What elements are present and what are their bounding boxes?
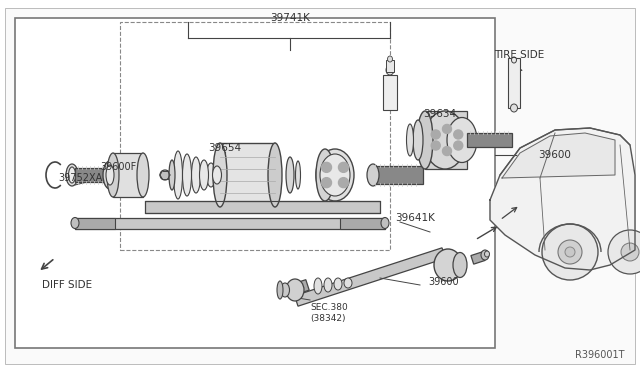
Ellipse shape: [387, 56, 392, 62]
Ellipse shape: [511, 104, 518, 112]
Ellipse shape: [406, 124, 413, 156]
Text: SEC.380: SEC.380: [310, 304, 348, 312]
Bar: [75, 168, 110, 182]
Circle shape: [431, 141, 440, 150]
Bar: [467, 133, 512, 147]
Ellipse shape: [160, 170, 170, 180]
Text: 39741K: 39741K: [270, 13, 310, 23]
Bar: [120, 22, 390, 250]
Circle shape: [558, 240, 582, 264]
Ellipse shape: [481, 250, 489, 260]
Polygon shape: [436, 257, 456, 273]
Polygon shape: [294, 248, 445, 306]
Ellipse shape: [334, 278, 342, 290]
Ellipse shape: [268, 143, 282, 207]
Circle shape: [442, 147, 451, 155]
Ellipse shape: [344, 278, 352, 288]
Text: R396001T: R396001T: [575, 350, 625, 360]
Bar: [340, 218, 385, 229]
Ellipse shape: [453, 253, 467, 278]
Ellipse shape: [417, 111, 433, 169]
Ellipse shape: [277, 281, 283, 299]
Circle shape: [565, 247, 575, 257]
Ellipse shape: [447, 118, 477, 163]
Ellipse shape: [320, 154, 350, 196]
Bar: [425, 111, 467, 169]
Circle shape: [621, 243, 639, 261]
Ellipse shape: [200, 160, 209, 190]
Ellipse shape: [107, 153, 119, 197]
Ellipse shape: [386, 65, 394, 75]
Ellipse shape: [316, 149, 354, 201]
Bar: [75, 218, 385, 229]
Circle shape: [542, 224, 598, 280]
Bar: [145, 201, 380, 213]
Bar: [508, 58, 520, 108]
Ellipse shape: [424, 111, 466, 169]
Text: 39752XA: 39752XA: [58, 173, 102, 183]
Bar: [15, 18, 495, 348]
Polygon shape: [287, 280, 309, 296]
Ellipse shape: [173, 151, 182, 199]
Ellipse shape: [212, 166, 221, 184]
Ellipse shape: [207, 163, 216, 187]
Text: 39641K: 39641K: [395, 213, 435, 223]
Polygon shape: [471, 252, 485, 264]
Circle shape: [339, 162, 349, 172]
Circle shape: [431, 130, 440, 139]
Bar: [75, 218, 115, 229]
Ellipse shape: [511, 57, 516, 63]
Bar: [373, 166, 423, 184]
Polygon shape: [490, 128, 635, 270]
Ellipse shape: [296, 161, 301, 189]
Text: (38342): (38342): [310, 314, 346, 323]
Ellipse shape: [314, 278, 322, 294]
Ellipse shape: [316, 149, 334, 201]
Bar: [383, 75, 397, 110]
Text: TIRE SIDE: TIRE SIDE: [494, 50, 544, 60]
Circle shape: [442, 125, 451, 134]
Text: 39600: 39600: [428, 277, 459, 287]
Circle shape: [321, 162, 332, 172]
Ellipse shape: [381, 218, 389, 228]
Circle shape: [321, 178, 332, 187]
Polygon shape: [502, 133, 615, 178]
Ellipse shape: [66, 164, 78, 186]
Ellipse shape: [434, 249, 462, 281]
Circle shape: [608, 230, 640, 274]
Bar: [220, 143, 275, 207]
Ellipse shape: [367, 164, 379, 186]
Ellipse shape: [213, 143, 227, 207]
Ellipse shape: [324, 278, 332, 292]
Ellipse shape: [103, 161, 117, 189]
Ellipse shape: [137, 153, 149, 197]
Ellipse shape: [106, 165, 114, 185]
Text: 39600F: 39600F: [100, 162, 136, 172]
Text: 39600: 39600: [538, 150, 571, 160]
Ellipse shape: [280, 283, 289, 297]
Bar: [113, 153, 143, 197]
Ellipse shape: [191, 157, 200, 193]
Ellipse shape: [68, 167, 76, 183]
Circle shape: [454, 130, 463, 139]
Bar: [386, 60, 394, 72]
Ellipse shape: [71, 218, 79, 228]
Circle shape: [454, 141, 463, 150]
Ellipse shape: [169, 160, 175, 190]
Ellipse shape: [484, 251, 490, 257]
Text: 39654: 39654: [209, 143, 241, 153]
Ellipse shape: [286, 157, 294, 193]
Ellipse shape: [413, 120, 423, 160]
Text: DIFF SIDE: DIFF SIDE: [42, 280, 92, 290]
Ellipse shape: [286, 279, 304, 301]
Circle shape: [339, 178, 349, 187]
Text: 39634: 39634: [424, 109, 456, 119]
Ellipse shape: [182, 154, 191, 196]
